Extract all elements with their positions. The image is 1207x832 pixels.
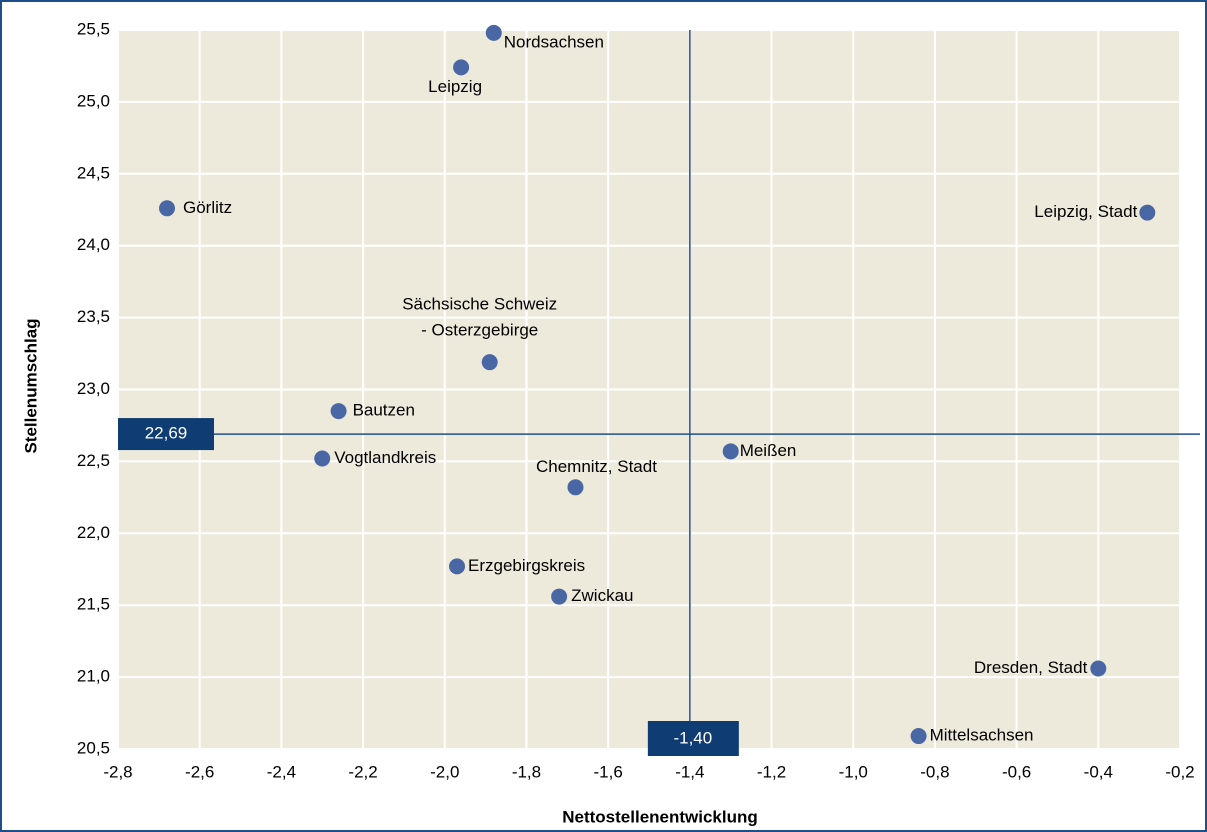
x-tick-label: -2,4 bbox=[267, 762, 296, 781]
y-tick-label: 21,5 bbox=[77, 595, 110, 614]
point bbox=[330, 403, 347, 420]
x-tick-label: -2,8 bbox=[103, 762, 132, 781]
point-label: Leipzig, Stadt bbox=[1034, 202, 1137, 221]
point-label: Chemnitz, Stadt bbox=[536, 457, 657, 476]
y-tick-label: 21,0 bbox=[77, 667, 110, 686]
y-tick-label: 23,5 bbox=[77, 307, 110, 326]
point-label: Erzgebirgskreis bbox=[468, 556, 585, 575]
point-label: Sächsische Schweiz bbox=[402, 295, 557, 314]
x-tick-label: -1,6 bbox=[594, 762, 623, 781]
x-tick-label: -0,8 bbox=[920, 762, 949, 781]
reference-label: -1,40 bbox=[673, 728, 712, 747]
point bbox=[314, 450, 331, 467]
x-tick-label: -2,0 bbox=[430, 762, 459, 781]
x-tick-label: -2,2 bbox=[348, 762, 377, 781]
x-axis-title: Nettostellenentwicklung bbox=[562, 807, 758, 826]
point bbox=[1090, 660, 1107, 677]
y-tick-label: 23,0 bbox=[77, 379, 110, 398]
y-tick-label: 25,5 bbox=[77, 19, 110, 38]
y-tick-label: 25,0 bbox=[77, 91, 110, 110]
y-tick-label: 22,5 bbox=[77, 451, 110, 470]
x-tick-label: -1,4 bbox=[675, 762, 704, 781]
point bbox=[485, 24, 502, 41]
point-label: Vogtlandkreis bbox=[334, 448, 436, 467]
y-tick-label: 20,5 bbox=[77, 738, 110, 757]
reference-label-box bbox=[647, 721, 739, 756]
point-label: Bautzen bbox=[353, 401, 415, 420]
point bbox=[567, 479, 584, 496]
x-tick-label: -0,2 bbox=[1165, 762, 1194, 781]
point bbox=[453, 59, 470, 76]
y-tick-label: 24,5 bbox=[77, 163, 110, 182]
reference-label: 22,69 bbox=[145, 424, 188, 443]
reference-label-box bbox=[118, 418, 214, 451]
x-tick-label: -1,0 bbox=[839, 762, 868, 781]
x-tick-label: -0,6 bbox=[1002, 762, 1031, 781]
point-label: Leipzig bbox=[428, 77, 482, 96]
point bbox=[551, 588, 568, 605]
point bbox=[910, 728, 927, 745]
point bbox=[1139, 204, 1156, 221]
x-tick-label: -1,2 bbox=[757, 762, 786, 781]
point-label: Nordsachsen bbox=[504, 32, 604, 51]
point-label: Meißen bbox=[740, 441, 797, 460]
point-label: Dresden, Stadt bbox=[974, 658, 1088, 677]
y-tick-label: 22,0 bbox=[77, 523, 110, 542]
x-tick-label: -2,6 bbox=[185, 762, 214, 781]
point-label: Görlitz bbox=[183, 198, 232, 217]
point bbox=[722, 443, 739, 460]
y-tick-label: 24,0 bbox=[77, 235, 110, 254]
x-tick-label: -1,8 bbox=[512, 762, 541, 781]
point bbox=[449, 558, 466, 575]
x-tick-label: -0,4 bbox=[1084, 762, 1113, 781]
point-label: Mittelsachsen bbox=[930, 726, 1034, 745]
y-axis-title: Stellenumschlag bbox=[21, 318, 40, 453]
point-label: Zwickau bbox=[571, 586, 633, 605]
point-label: - Osterzgebirge bbox=[421, 321, 538, 340]
point bbox=[481, 354, 498, 371]
point bbox=[159, 200, 176, 217]
